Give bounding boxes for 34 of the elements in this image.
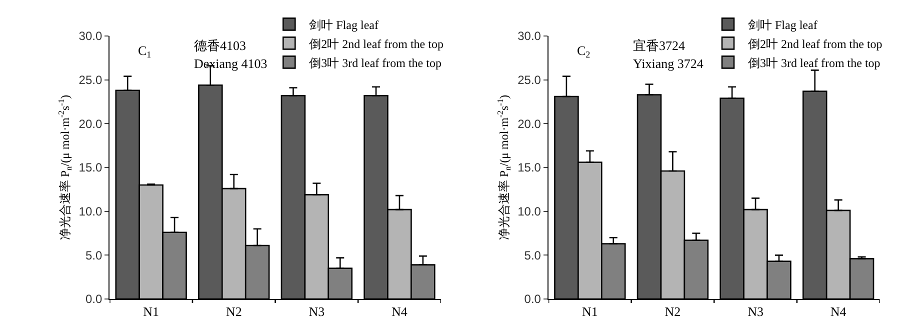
legend-label: 剑叶 Flag leaf [309, 18, 378, 32]
y-tick-label: 15.0 [518, 160, 542, 175]
x-tick-label: N1 [582, 304, 598, 319]
y-tick-label: 5.0 [85, 248, 102, 262]
y-tick-label: 5.0 [524, 248, 542, 262]
y-tick-label: 25.0 [518, 73, 542, 88]
annotation: 德香4103 [194, 38, 246, 53]
legend-label: 剑叶 Flag leaf [748, 18, 818, 32]
legend-label: 倒2叶 2nd leaf from the top [748, 36, 882, 51]
x-tick-label: N2 [226, 304, 242, 319]
y-tick-label: 10.0 [518, 204, 542, 219]
y-tick-label: 20.0 [518, 116, 542, 131]
legend-label: 倒2叶 2nd leaf from the top [309, 36, 444, 51]
x-tick-label: N2 [664, 304, 681, 319]
legend-label: 倒3叶 3rd leaf from the top [309, 56, 442, 70]
annotation: Dexiang 4103 [194, 56, 268, 71]
x-tick-label: N3 [308, 304, 325, 319]
annotation: C$_{2}$ [577, 43, 591, 60]
annotation: C$_{1}$ [138, 43, 152, 60]
y-tick-label: 30.0 [518, 29, 542, 44]
annotation: Yixiang 3724 [633, 56, 704, 71]
y-tick-label: 30.0 [78, 29, 102, 44]
y-tick-label: 0.0 [85, 292, 102, 306]
x-tick-label: N4 [392, 304, 408, 319]
y-tick-label: 25.0 [78, 73, 102, 88]
y-tick-label: 15.0 [78, 160, 102, 175]
x-tick-label: N1 [143, 304, 160, 319]
annotation: 宜香3724 [633, 38, 686, 53]
x-tick-label: N3 [748, 304, 764, 319]
y-tick-label: 10.0 [78, 204, 102, 219]
x-tick-label: N4 [830, 304, 847, 319]
y-tick-label: 0.0 [524, 292, 542, 306]
legend-label: 倒3叶 3rd leaf from the top [748, 56, 880, 70]
y-tick-label: 20.0 [78, 116, 102, 131]
